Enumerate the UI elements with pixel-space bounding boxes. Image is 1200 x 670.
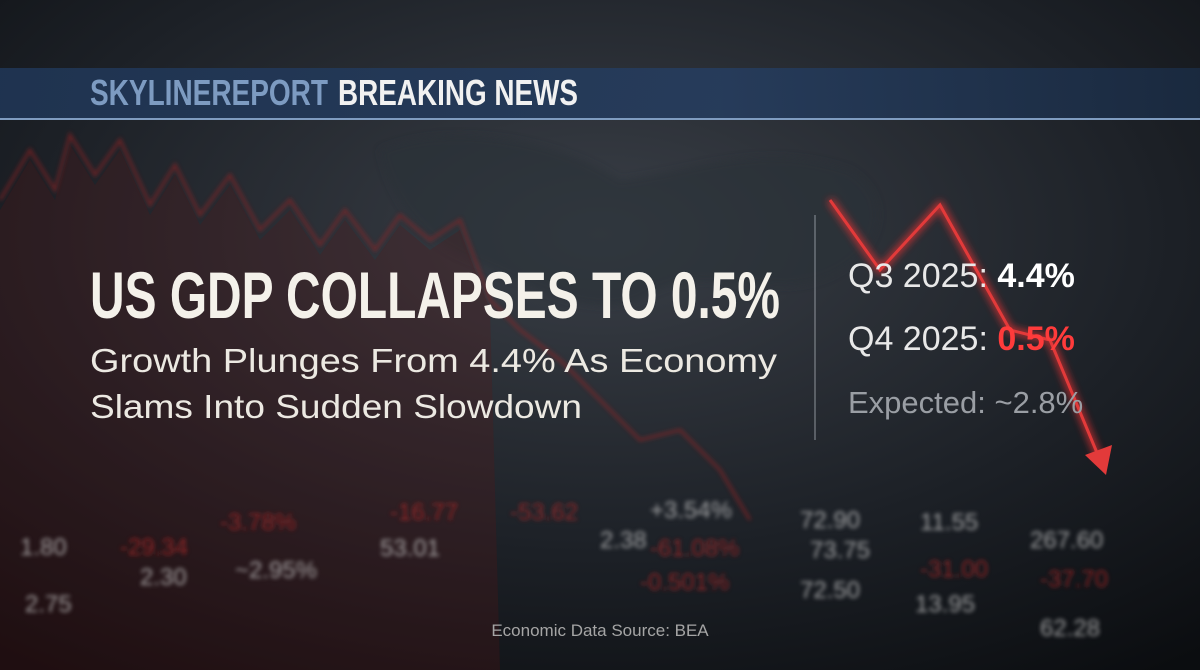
ticker-value: 73.75 xyxy=(810,537,870,564)
header-bar xyxy=(0,68,1200,120)
ticker-value: 2.30 xyxy=(140,564,187,591)
ticker-value: 2.38 xyxy=(600,527,647,554)
ticker-value: +3.54% xyxy=(650,497,732,524)
stat-value: 4.4% xyxy=(997,257,1075,295)
stat-row: Q3 2025: 4.4% xyxy=(848,257,1075,295)
ticker-value: 62.28 xyxy=(1040,615,1100,642)
stat-value: 0.5% xyxy=(997,320,1075,358)
ticker-value: 1.80 xyxy=(20,534,67,561)
subheadline: Growth Plunges From 4.4% As Economy xyxy=(90,342,778,379)
stat-expected: Expected: ~2.8% xyxy=(848,385,1083,420)
background-line-chart xyxy=(0,131,752,521)
stat-label: Q3 2025: xyxy=(848,257,988,295)
ticker-value: -29.34 xyxy=(120,534,188,561)
header-label: BREAKING NEWS xyxy=(338,72,578,113)
brand: SKYLINEREPORT xyxy=(90,72,328,113)
ticker-background: 1.80 -29.34 -3.78% -16.77 -53.62 +3.54% 72.90 1… xyxy=(20,497,1108,642)
ticker-value: -53.62 xyxy=(510,499,578,526)
world-map-shape xyxy=(380,135,879,306)
stat-label: Q4 2025: xyxy=(848,320,988,358)
source: Economic Data Source: BEA xyxy=(491,621,709,640)
ticker-value: 72.90 xyxy=(800,507,860,534)
ticker-value: 53.01 xyxy=(380,535,440,562)
ticker-value: -3.78% xyxy=(220,509,296,536)
background-area xyxy=(0,145,500,670)
ticker-value: 72.50 xyxy=(800,577,860,604)
ticker-value: 11.55 xyxy=(920,509,978,536)
ticker-value: ~2.95% xyxy=(235,557,317,584)
ticker-value: -0.501% xyxy=(640,569,729,596)
ticker-value: -16.77 xyxy=(390,499,458,526)
subheadline: Slams Into Sudden Slowdown xyxy=(90,388,582,425)
stat-row: Q4 2025: 0.5% xyxy=(848,320,1075,358)
arrow-head xyxy=(1085,445,1112,475)
headline: US GDP COLLAPSES TO 0.5% xyxy=(90,258,780,332)
ticker-value: -61.08% xyxy=(650,535,739,562)
ticker-value: 2.75 xyxy=(25,591,72,618)
ticker-value: 267.60 xyxy=(1030,527,1103,554)
decline-arrow xyxy=(828,199,1102,461)
ticker-value: -31.00 xyxy=(920,556,988,583)
ticker-value: 13.95 xyxy=(915,591,975,618)
ticker-value: -37.70 xyxy=(1040,566,1108,593)
